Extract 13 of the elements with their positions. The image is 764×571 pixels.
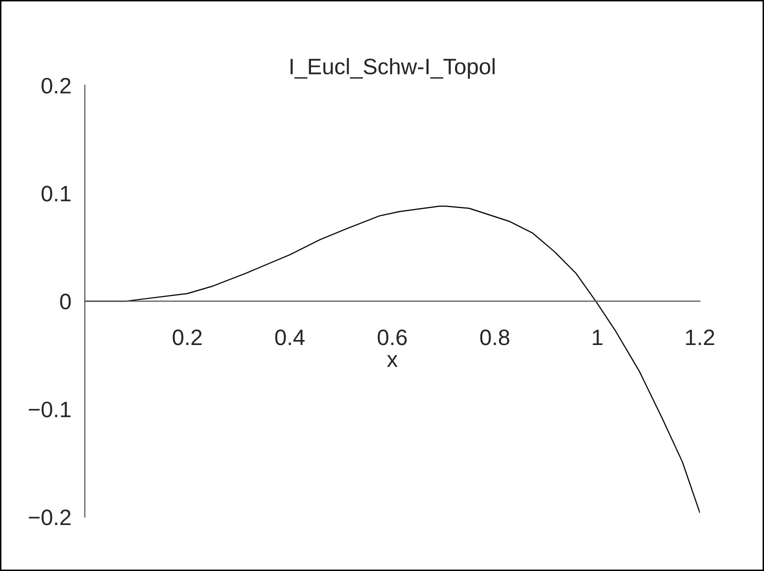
x-tick-label: 0.6	[378, 330, 407, 346]
x-tick-label: 1	[592, 330, 602, 346]
x-tick-label: 1.2	[686, 330, 714, 346]
x-axis-title: x	[387, 355, 398, 367]
x-tick-label: 0.4	[275, 330, 305, 346]
y-tick-label: 0.2	[42, 78, 70, 94]
x-tick-label: 0.8	[480, 330, 510, 346]
y-tick-label: −0.1	[28, 402, 71, 418]
chart-title: I_Eucl_Schw-I_Topol	[290, 58, 495, 79]
x-tick-label: 0.2	[172, 330, 202, 346]
y-tick-label: 0.1	[42, 186, 71, 202]
y-tick-label: 0	[60, 294, 71, 310]
y-tick-label: −0.2	[28, 510, 70, 526]
